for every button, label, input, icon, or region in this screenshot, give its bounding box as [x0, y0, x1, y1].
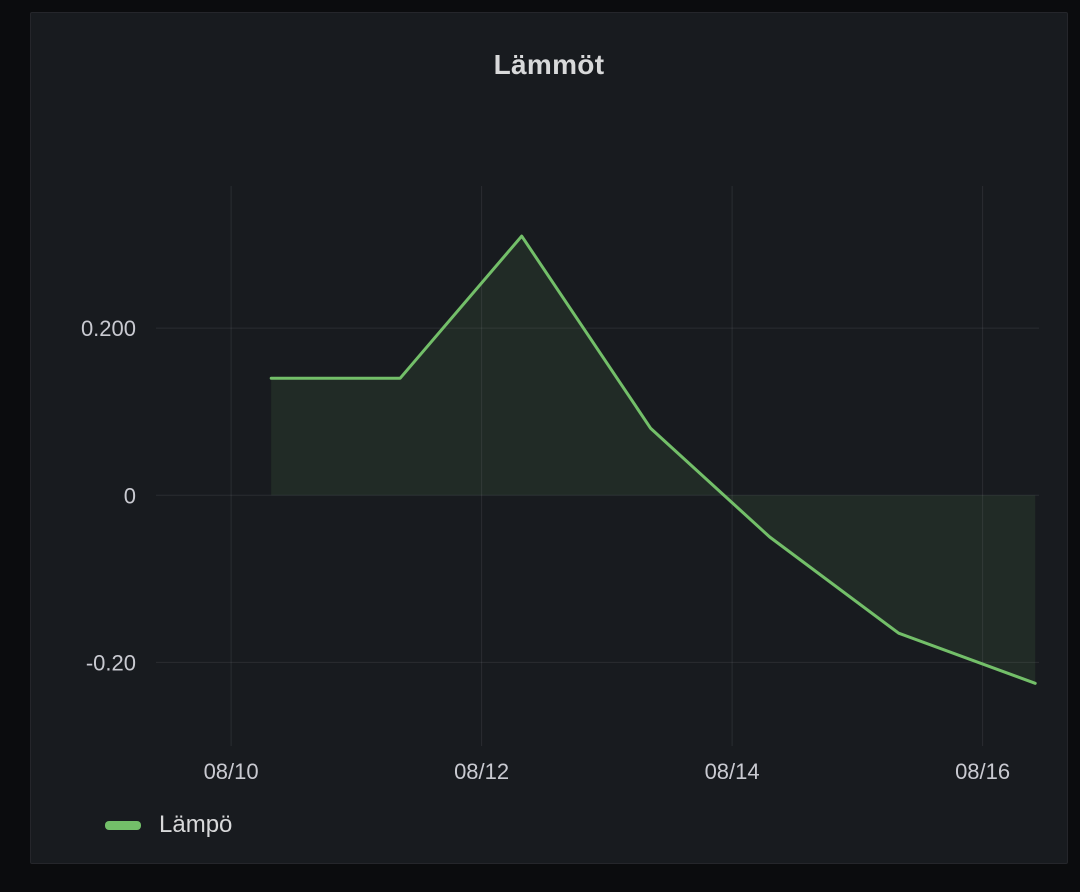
y-axis-tick-label: 0.200: [81, 316, 136, 341]
chart-panel: Lämmöt 0.200 0 -0.20 08/10 08/12 08/14 08/16 L…: [30, 12, 1068, 864]
x-axis-tick-label: 08/12: [454, 759, 509, 784]
legend-swatch: [105, 820, 141, 830]
y-axis-tick-label: -0.20: [86, 650, 136, 675]
series-line-lampo: [269, 234, 1037, 685]
time-series-chart: 0.200 0 -0.20 08/10 08/12 08/14 08/16: [81, 186, 1039, 784]
y-axis-tick-label: 0: [124, 483, 136, 508]
legend-item-lampo[interactable]: Lämpö: [105, 811, 232, 839]
series-area-fill: [271, 236, 1036, 684]
x-axis-tick-label: 08/14: [705, 759, 760, 784]
x-axis-tick-label: 08/10: [204, 759, 259, 784]
panel-title[interactable]: Lämmöt: [493, 49, 605, 80]
x-axis-tick-label: 08/16: [955, 759, 1010, 784]
legend-label: Lämpö: [159, 811, 233, 838]
